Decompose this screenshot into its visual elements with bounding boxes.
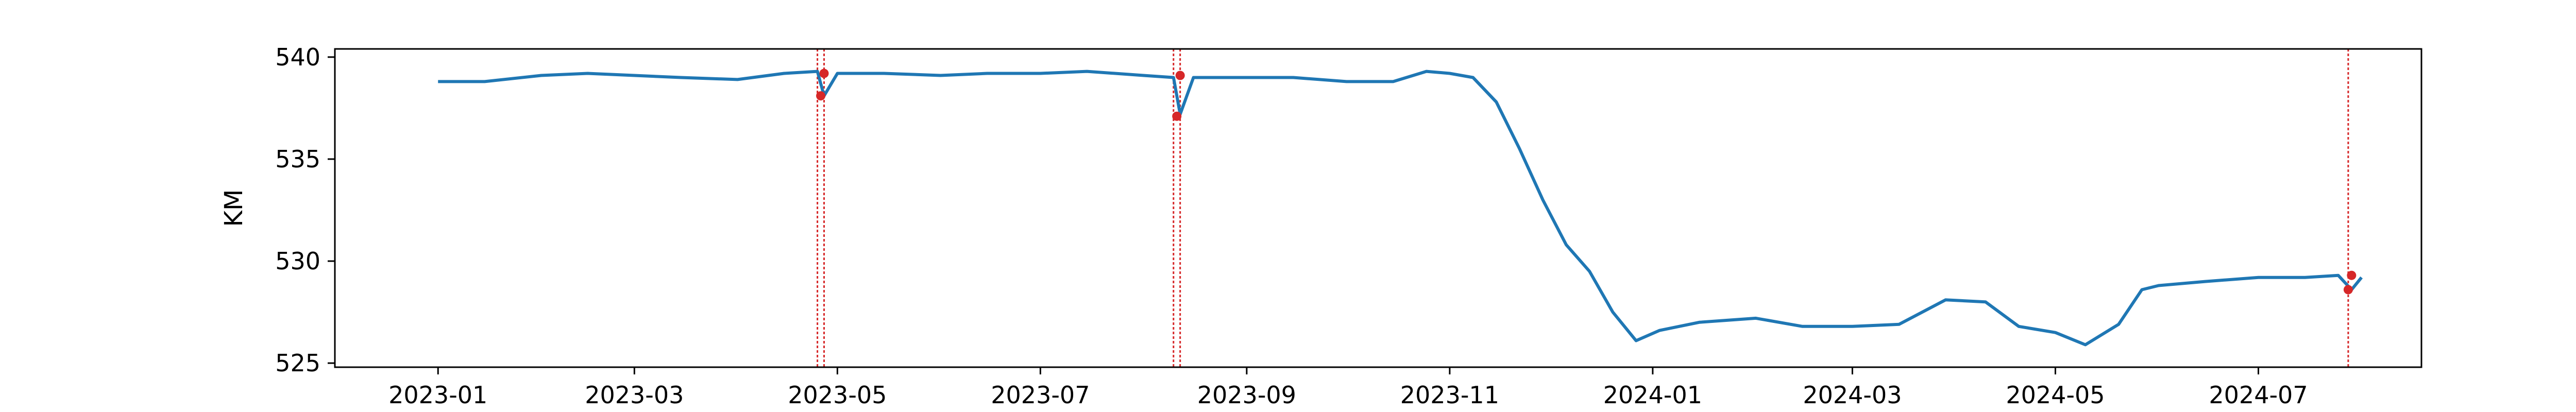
anomaly-point-2 <box>1172 111 1182 121</box>
anomaly-point-1 <box>819 68 829 78</box>
x-tick-label-2: 2023-05 <box>788 381 887 409</box>
x-tick-label-3: 2023-07 <box>991 381 1090 409</box>
x-tick-label-0: 2023-01 <box>388 381 487 409</box>
y-tick-label-0: 525 <box>275 349 320 377</box>
anomaly-point-3 <box>1175 71 1185 80</box>
x-tick-label-6: 2024-01 <box>1603 381 1702 409</box>
series-line <box>438 70 2363 347</box>
x-tick-label-7: 2024-03 <box>1803 381 1902 409</box>
y-tick-label-1: 530 <box>275 247 320 275</box>
y-axis-label: KM <box>219 190 248 227</box>
y-tick-label-3: 540 <box>275 43 320 71</box>
y-tick-label-2: 535 <box>275 145 320 173</box>
x-tick-label-8: 2024-05 <box>2006 381 2105 409</box>
anomaly-point-4 <box>2343 285 2353 295</box>
x-tick-label-4: 2023-09 <box>1197 381 1296 409</box>
plot-frame <box>334 48 2422 368</box>
x-tick-label-1: 2023-03 <box>585 381 684 409</box>
x-tick-label-9: 2024-07 <box>2209 381 2308 409</box>
anomaly-point-5 <box>2347 270 2357 280</box>
x-tick-label-5: 2023-11 <box>1400 381 1499 409</box>
anomaly-point-0 <box>816 91 826 101</box>
